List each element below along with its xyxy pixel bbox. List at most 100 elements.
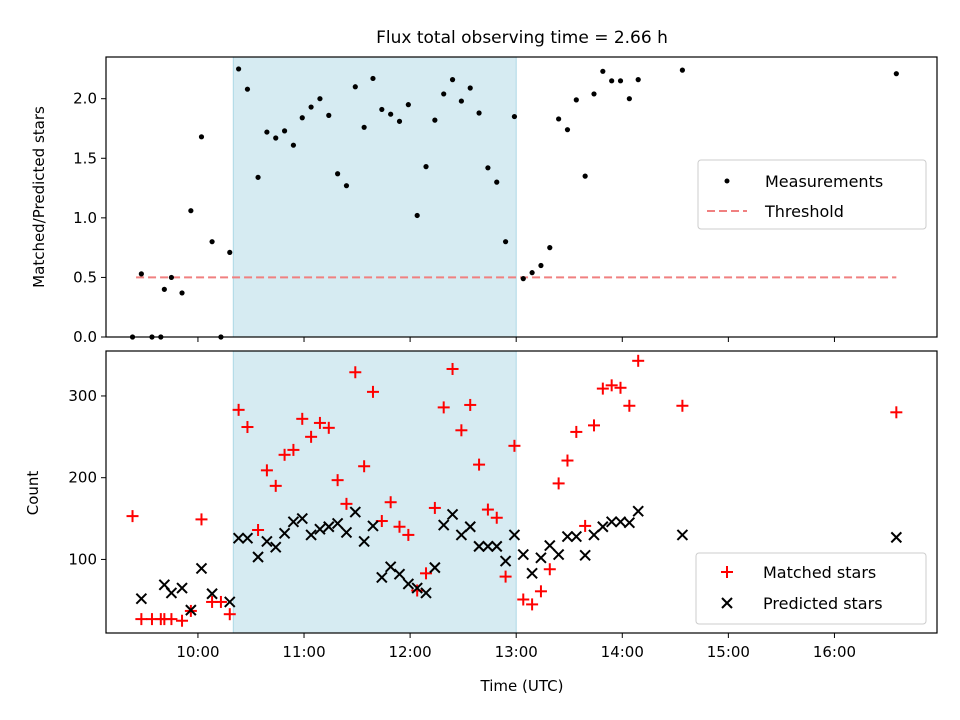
predicted-star-point [623,516,636,529]
predicted-star-point [517,548,529,561]
predicted-star-point [473,540,485,553]
predicted-star-point [676,529,689,541]
measurement-point [511,113,518,120]
predicted-star-point [252,551,264,563]
matched-star-point [296,412,309,425]
top-y-axis-label: Matched/Predicted stars [30,106,48,288]
bottom-legend-box [695,552,927,625]
predicted-star-point [241,532,254,544]
bottom-legend: Matched stars Predicted stars [695,552,927,625]
measurement-point [361,124,367,130]
measurement-point [138,271,144,277]
matched-star-point [232,403,245,416]
chart-title: Flux total observing time = 2.66 h [376,28,668,48]
measurement-point [679,67,685,73]
bottom-y-axis: 100 200 300 [68,387,106,568]
matched-star-point [331,474,344,487]
measurement-point [564,127,571,133]
measurement-point [188,208,194,214]
predicted-star-point [437,519,450,531]
top-panel: 0.00.51.01.52.0 Matched/Predicted stars … [30,56,938,346]
matched-star-point [411,584,424,597]
matched-star-point [176,614,189,627]
matched-star-point [349,366,362,379]
measurement-point [573,97,579,103]
top-legend-box [697,159,927,230]
predicted-star-point [224,596,236,608]
predicted-star-point [402,578,415,590]
predicted-star-point [420,587,432,599]
predicted-star-point [305,529,317,541]
measurement-point [529,270,535,276]
measurement-point [626,96,632,102]
matched-star-point [579,519,592,532]
measurement-point [609,78,615,84]
matched-star-point [269,479,282,492]
measurement-point [236,66,242,72]
measurement-point [244,86,251,92]
predicted-star-point [455,529,468,541]
matched-star-point [587,419,600,432]
matched-star-point [305,430,318,443]
matched-star-point [428,501,441,514]
top-ytick-label: 0.0 [73,328,97,346]
predicted-star-point [552,548,565,561]
top-plot-frame [105,56,938,338]
predicted-star-point [185,604,197,616]
matched-star-point [464,398,477,411]
predicted-star-point [499,555,512,567]
measurement-point [352,84,358,90]
measurement-point [467,85,473,91]
matched-star-point [241,421,254,434]
legend-matched-marker [721,566,733,578]
predicted-star-point [508,529,521,541]
measurement-point [209,239,215,245]
top-highlight-span [232,56,517,338]
measurement-point [591,91,597,97]
matched-star-point [534,585,547,598]
measurement-point [600,68,606,74]
matched-star-point [543,563,556,576]
matched-star-point [455,424,468,437]
matched-star-point [499,570,512,583]
predicted-star-point [579,549,591,562]
matched-star-point [552,477,565,490]
matched-star-point [358,460,371,473]
matched-star-point [526,598,539,611]
predicted-star-point [349,506,362,518]
matched-star-point [437,401,450,414]
measurement-point [423,164,429,170]
predicted-star-point [561,530,574,543]
bottom-y-axis-label: Count [24,471,42,516]
xtick-label: 16:00 [813,643,856,661]
xtick-label: 12:00 [388,643,431,661]
top-legend: Measurements Threshold [697,159,927,230]
matched-star-point [393,520,406,533]
matched-star-point [508,439,521,452]
predicted-star-point [270,541,282,553]
measurement-point [502,239,509,245]
bottom-ytick-label: 200 [68,469,97,487]
measurement-point [168,274,175,281]
predicted-star-point [323,521,335,533]
legend-predicted-marker [721,597,733,609]
matched-star-point [340,497,353,510]
measurement-point [635,77,641,83]
matched-star-point [278,448,291,461]
predicted-star-point [206,588,218,600]
predicted-star-point [570,530,583,543]
predicted-star-point [384,561,397,573]
predicted-star-point [165,587,178,599]
predicted-star-point [588,529,600,541]
measurement-point [476,110,482,116]
measurement-point [458,98,464,104]
predicted-star-point [195,562,208,575]
predicted-star-point [411,582,423,594]
matched-star-point [623,399,636,412]
legend-matched-label: Matched stars [763,563,876,582]
measurement-point [255,174,261,180]
measurement-point [520,276,526,282]
legend-measurements-marker [724,178,730,184]
bottom-x-axis: 10:00 11:00 12:00 13:00 14:00 15:00 16:00 [176,633,856,661]
predicted-star-point [491,540,503,553]
